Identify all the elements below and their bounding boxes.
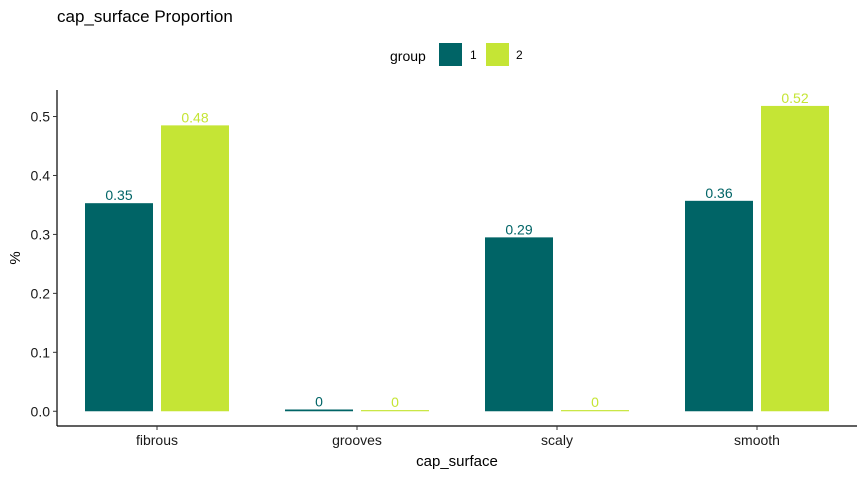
plot-area: 0.35 0.48 0 0 0.29 0 0.36 0.52 — [85, 90, 829, 412]
y-tick-label: 0.4 — [31, 167, 51, 183]
legend-title: group — [390, 48, 426, 64]
bar-scaly-group-1 — [485, 237, 553, 412]
data-label-fibrous-group-2: 0.48 — [181, 109, 208, 125]
data-label-scaly-group-2: 0 — [591, 394, 599, 410]
bar-fibrous-group-1 — [85, 203, 153, 412]
x-tick-label-grooves: grooves — [332, 432, 382, 448]
legend-swatch-group-1 — [439, 43, 462, 66]
bar-smooth-group-2 — [761, 105, 829, 412]
bar-grooves-group-1 — [285, 409, 353, 412]
chart-title: cap_surface Proportion — [57, 7, 233, 26]
x-tick-label-fibrous: fibrous — [136, 432, 178, 448]
legend-swatch-group-2 — [486, 43, 509, 66]
y-tick-label: 0.5 — [31, 109, 51, 125]
x-tick-label-scaly: scaly — [541, 432, 573, 448]
x-axis-label: cap_surface — [416, 453, 498, 470]
bar-fibrous-group-2 — [161, 125, 229, 412]
data-label-fibrous-group-1: 0.35 — [105, 187, 132, 203]
legend-label-group-2: 2 — [516, 48, 523, 62]
data-label-grooves-group-2: 0 — [391, 394, 399, 410]
bar-scaly-group-2 — [561, 410, 629, 412]
data-label-grooves-group-1: 0 — [315, 393, 323, 409]
y-tick-label: 0.0 — [31, 403, 51, 419]
y-tick-label: 0.1 — [31, 344, 51, 360]
data-label-smooth-group-2: 0.52 — [781, 90, 808, 106]
x-tick-label-smooth: smooth — [734, 432, 780, 448]
data-label-scaly-group-1: 0.29 — [505, 221, 532, 237]
bar-grooves-group-2 — [361, 410, 429, 412]
bar-smooth-group-1 — [685, 200, 753, 412]
y-tick-label: 0.3 — [31, 226, 51, 242]
y-axis-label: % — [7, 251, 24, 264]
legend: group 1 2 — [390, 43, 523, 66]
legend-label-group-1: 1 — [470, 48, 477, 62]
data-label-smooth-group-1: 0.36 — [705, 185, 732, 201]
y-tick-label: 0.2 — [31, 285, 51, 301]
